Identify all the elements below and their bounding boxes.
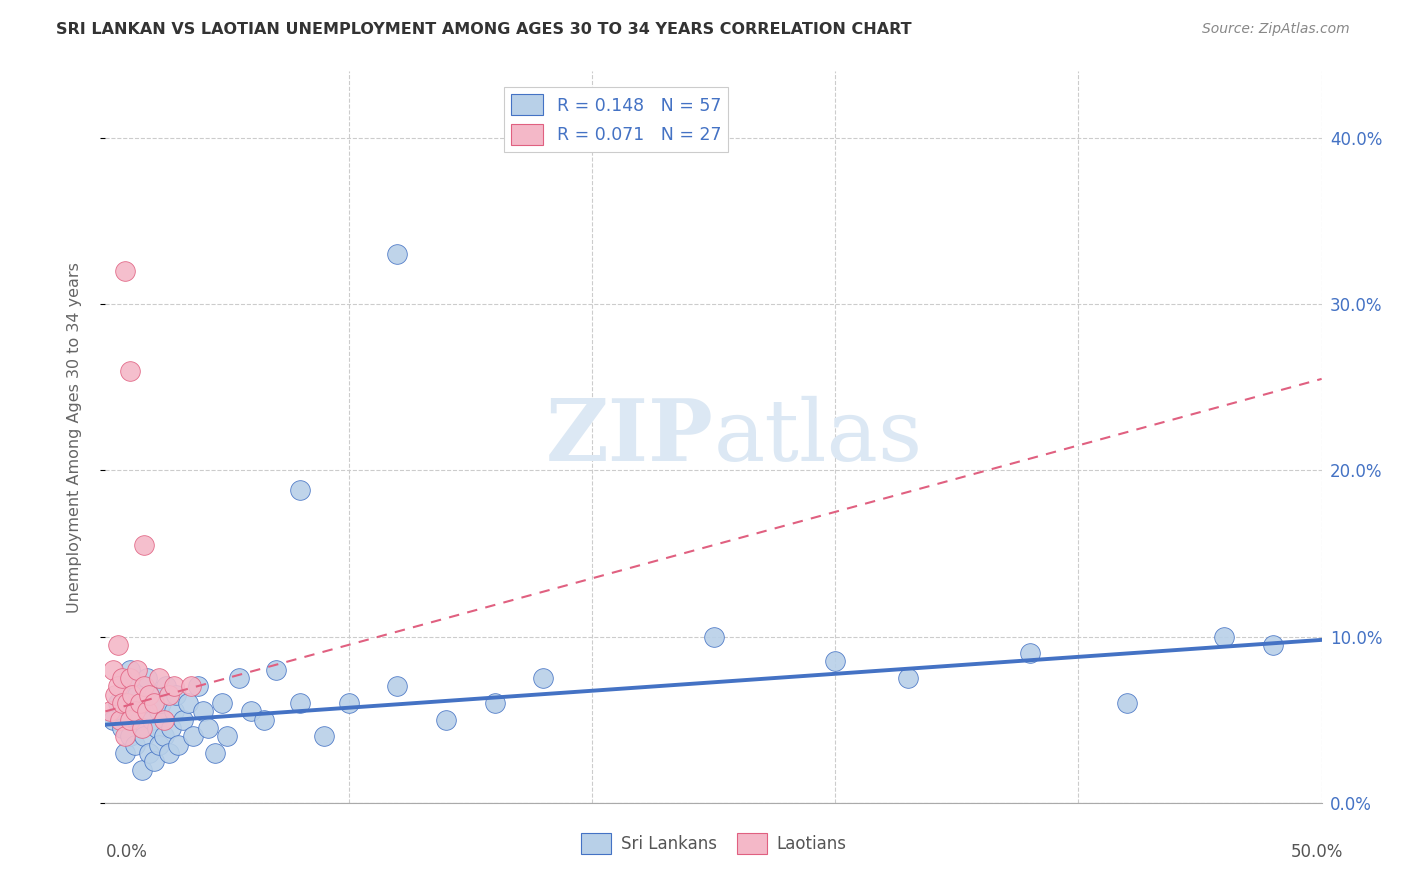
Point [148, 738, 170, 752]
Point [125, 688, 148, 702]
Point [117, 696, 139, 710]
Text: Source: ZipAtlas.com: Source: ZipAtlas.com [1202, 22, 1350, 37]
Point [111, 671, 134, 685]
Point [131, 763, 153, 777]
Point [143, 696, 166, 710]
Point [264, 663, 287, 677]
Point [155, 680, 177, 694]
Point [824, 655, 846, 669]
Point [191, 705, 214, 719]
Point [153, 729, 176, 743]
Point [107, 696, 129, 710]
Point [157, 746, 180, 760]
Point [167, 738, 190, 752]
Point [114, 264, 136, 278]
Point [118, 671, 141, 685]
Point [118, 363, 141, 377]
Point [387, 247, 409, 261]
Point [211, 696, 233, 710]
Point [160, 721, 183, 735]
Point [114, 729, 136, 743]
Point [177, 696, 200, 710]
Point [143, 754, 166, 768]
Point [1213, 630, 1236, 644]
Text: 50.0%: 50.0% [1291, 843, 1343, 861]
Point [172, 713, 194, 727]
Point [135, 705, 157, 719]
Text: 0.0%: 0.0% [105, 843, 148, 861]
Point [134, 538, 156, 552]
Point [314, 729, 336, 743]
Point [134, 696, 156, 710]
Point [124, 738, 146, 752]
Point [131, 721, 153, 735]
Point [252, 713, 274, 727]
Text: atlas: atlas [713, 395, 922, 479]
Point [165, 688, 187, 702]
Point [702, 630, 725, 644]
Point [181, 729, 204, 743]
Point [107, 638, 129, 652]
Point [162, 680, 184, 694]
Point [228, 671, 250, 685]
Point [240, 705, 263, 719]
Point [157, 688, 180, 702]
Point [118, 729, 141, 743]
Point [128, 713, 150, 727]
Point [98, 705, 121, 719]
Point [107, 680, 129, 694]
Point [1116, 696, 1139, 710]
Point [134, 729, 156, 743]
Point [118, 663, 141, 677]
Point [128, 696, 150, 710]
Point [145, 721, 167, 735]
Point [134, 680, 156, 694]
Point [288, 696, 311, 710]
Point [117, 680, 139, 694]
Point [121, 705, 143, 719]
Point [111, 696, 134, 710]
Point [288, 483, 311, 498]
Point [434, 713, 457, 727]
Point [1018, 646, 1040, 660]
Text: ZIP: ZIP [546, 395, 713, 479]
Point [387, 680, 409, 694]
Point [138, 688, 160, 702]
Point [121, 688, 143, 702]
Point [101, 663, 124, 677]
Point [141, 713, 163, 727]
Point [104, 688, 127, 702]
Point [138, 746, 160, 760]
Point [124, 705, 146, 719]
Point [204, 746, 226, 760]
Point [143, 688, 166, 702]
Point [153, 713, 176, 727]
Point [148, 705, 170, 719]
Point [114, 746, 136, 760]
Point [111, 721, 134, 735]
Text: SRI LANKAN VS LAOTIAN UNEMPLOYMENT AMONG AGES 30 TO 34 YEARS CORRELATION CHART: SRI LANKAN VS LAOTIAN UNEMPLOYMENT AMONG… [56, 22, 912, 37]
Point [217, 729, 239, 743]
Y-axis label: Unemployment Among Ages 30 to 34 years: Unemployment Among Ages 30 to 34 years [67, 261, 82, 613]
Point [162, 705, 184, 719]
Point [897, 671, 920, 685]
Point [197, 721, 219, 735]
Point [531, 671, 554, 685]
Point [187, 680, 209, 694]
Legend: Sri Lankans, Laotians: Sri Lankans, Laotians [574, 827, 853, 860]
Point [101, 713, 124, 727]
Point [1261, 638, 1284, 652]
Point [135, 671, 157, 685]
Point [484, 696, 506, 710]
Point [180, 680, 202, 694]
Point [118, 713, 141, 727]
Point [148, 671, 170, 685]
Point [337, 696, 360, 710]
Point [125, 663, 148, 677]
Point [150, 696, 173, 710]
Point [108, 713, 131, 727]
